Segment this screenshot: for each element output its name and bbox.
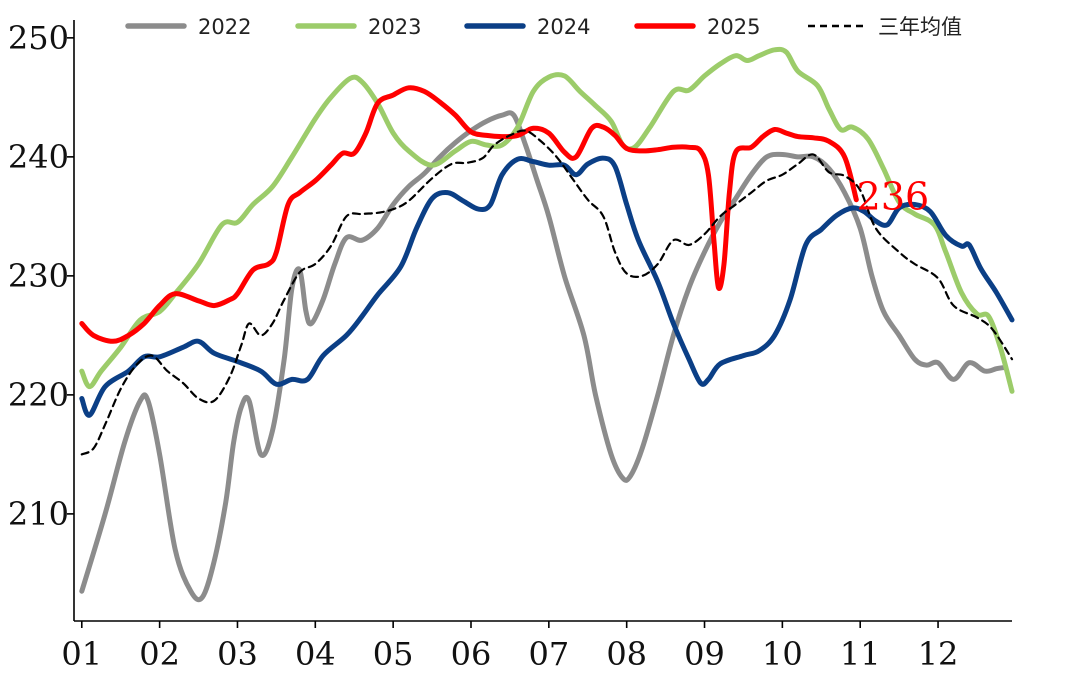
x-tick-label-03: 03 (217, 635, 258, 673)
legend-label-三年均值: 三年均值 (878, 15, 962, 39)
x-tick-label-08: 08 (606, 635, 647, 673)
x-tick-label-07: 07 (528, 635, 569, 673)
ticks-layer: 210 220 230 240 250 01 02 03 04 05 06 07 08 09 10 11 12 (8, 19, 958, 673)
series-line-三年均值 (80, 129, 1014, 456)
series-layer (79, 46, 1015, 603)
y-tick-label-210: 210 (8, 495, 69, 533)
legend: 2022 2023 2024 2025 三年均值 (125, 15, 962, 39)
legend-label-2023: 2023 (368, 15, 421, 39)
x-tick-label-06: 06 (451, 635, 492, 673)
series-line-2025 (79, 85, 859, 344)
x-tick-label-11: 11 (840, 635, 881, 673)
y-tick-label-220: 220 (8, 376, 69, 414)
legend-label-2024: 2024 (537, 15, 590, 39)
axes-layer (73, 20, 1012, 622)
x-tick-label-10: 10 (762, 635, 803, 673)
y-tick-label-250: 250 (8, 19, 69, 57)
x-tick-label-09: 09 (684, 635, 725, 673)
last-value-annotation: 236 (857, 175, 930, 219)
x-tick-label-12: 12 (918, 635, 959, 673)
x-tick-label-01: 01 (61, 635, 102, 673)
y-tick-label-230: 230 (8, 257, 69, 295)
x-tick-label-02: 02 (139, 635, 180, 673)
legend-label-2025: 2025 (707, 15, 760, 39)
y-tick-label-240: 240 (8, 138, 69, 176)
x-tick-label-04: 04 (295, 635, 336, 673)
x-tick-label-05: 05 (373, 635, 414, 673)
legend-label-2022: 2022 (198, 15, 251, 39)
series-line-2023 (79, 46, 1015, 394)
series-line-2022 (79, 110, 1007, 603)
series-line-2024 (79, 155, 1015, 418)
